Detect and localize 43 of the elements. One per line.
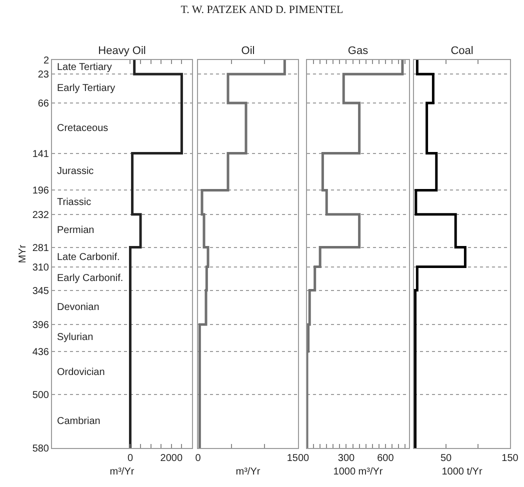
x-axis-title: m³/Yr bbox=[110, 466, 135, 478]
y-tick-label: 196 bbox=[32, 186, 50, 197]
x-axis-title: 1000 t/Yr bbox=[442, 466, 483, 478]
x-tick-label: 0 bbox=[195, 453, 202, 464]
x-tick-label: 1500 bbox=[286, 453, 310, 464]
x-axis-title: 1000 m³/Yr bbox=[333, 466, 384, 478]
y-tick-label: 396 bbox=[32, 320, 50, 331]
annotation: Early Carbonif. bbox=[57, 273, 124, 284]
annotation: Triassic bbox=[57, 197, 92, 208]
x-tick-label: 0 bbox=[127, 453, 134, 464]
chart-title: Coal bbox=[450, 45, 474, 57]
y-tick-label: 66 bbox=[38, 98, 50, 110]
y-tick-label: 281 bbox=[32, 242, 50, 254]
annotation: Late Carbonif. bbox=[57, 252, 120, 263]
annotation: Sylurian bbox=[57, 332, 94, 343]
x-axis-title: m³/Yr bbox=[236, 466, 261, 478]
y-tick-label: 345 bbox=[32, 286, 50, 297]
chart-title: Oil bbox=[241, 45, 255, 57]
x-tick-label: 600 bbox=[377, 453, 394, 464]
annotation: Early Tertiary bbox=[57, 83, 116, 94]
annotation: Permian bbox=[57, 225, 94, 236]
annotation: Jurassic bbox=[57, 166, 94, 177]
annotation: Late Tertiary bbox=[57, 62, 112, 73]
annotation: Cambrian bbox=[57, 416, 100, 427]
text: T. W. PATZEK AND D. PIMENTEL bbox=[180, 4, 344, 16]
y-tick-label: 23 bbox=[38, 70, 50, 81]
y-tick-label: 580 bbox=[32, 444, 50, 454]
x-tick-label: 2000 bbox=[160, 453, 183, 464]
y-tick-label: 141 bbox=[32, 148, 50, 160]
annotation: Cretaceous bbox=[57, 123, 108, 134]
chart-title: Heavy Oil bbox=[98, 45, 146, 57]
y-tick-label: 500 bbox=[32, 390, 50, 401]
y-axis-title: MYr bbox=[17, 244, 28, 264]
annotation: Ordovician bbox=[57, 367, 105, 378]
x-tick-label: 50 bbox=[440, 453, 452, 464]
annotation: Devonian bbox=[57, 302, 100, 313]
y-tick-label: 232 bbox=[32, 210, 50, 221]
y-tick-label: 2 bbox=[43, 56, 50, 66]
x-tick-label: 300 bbox=[338, 453, 356, 464]
y-tick-label: 436 bbox=[32, 346, 50, 358]
y-tick-label: 310 bbox=[32, 262, 50, 274]
chart-title: Gas bbox=[348, 45, 369, 57]
x-tick-label: 150 bbox=[502, 453, 519, 464]
